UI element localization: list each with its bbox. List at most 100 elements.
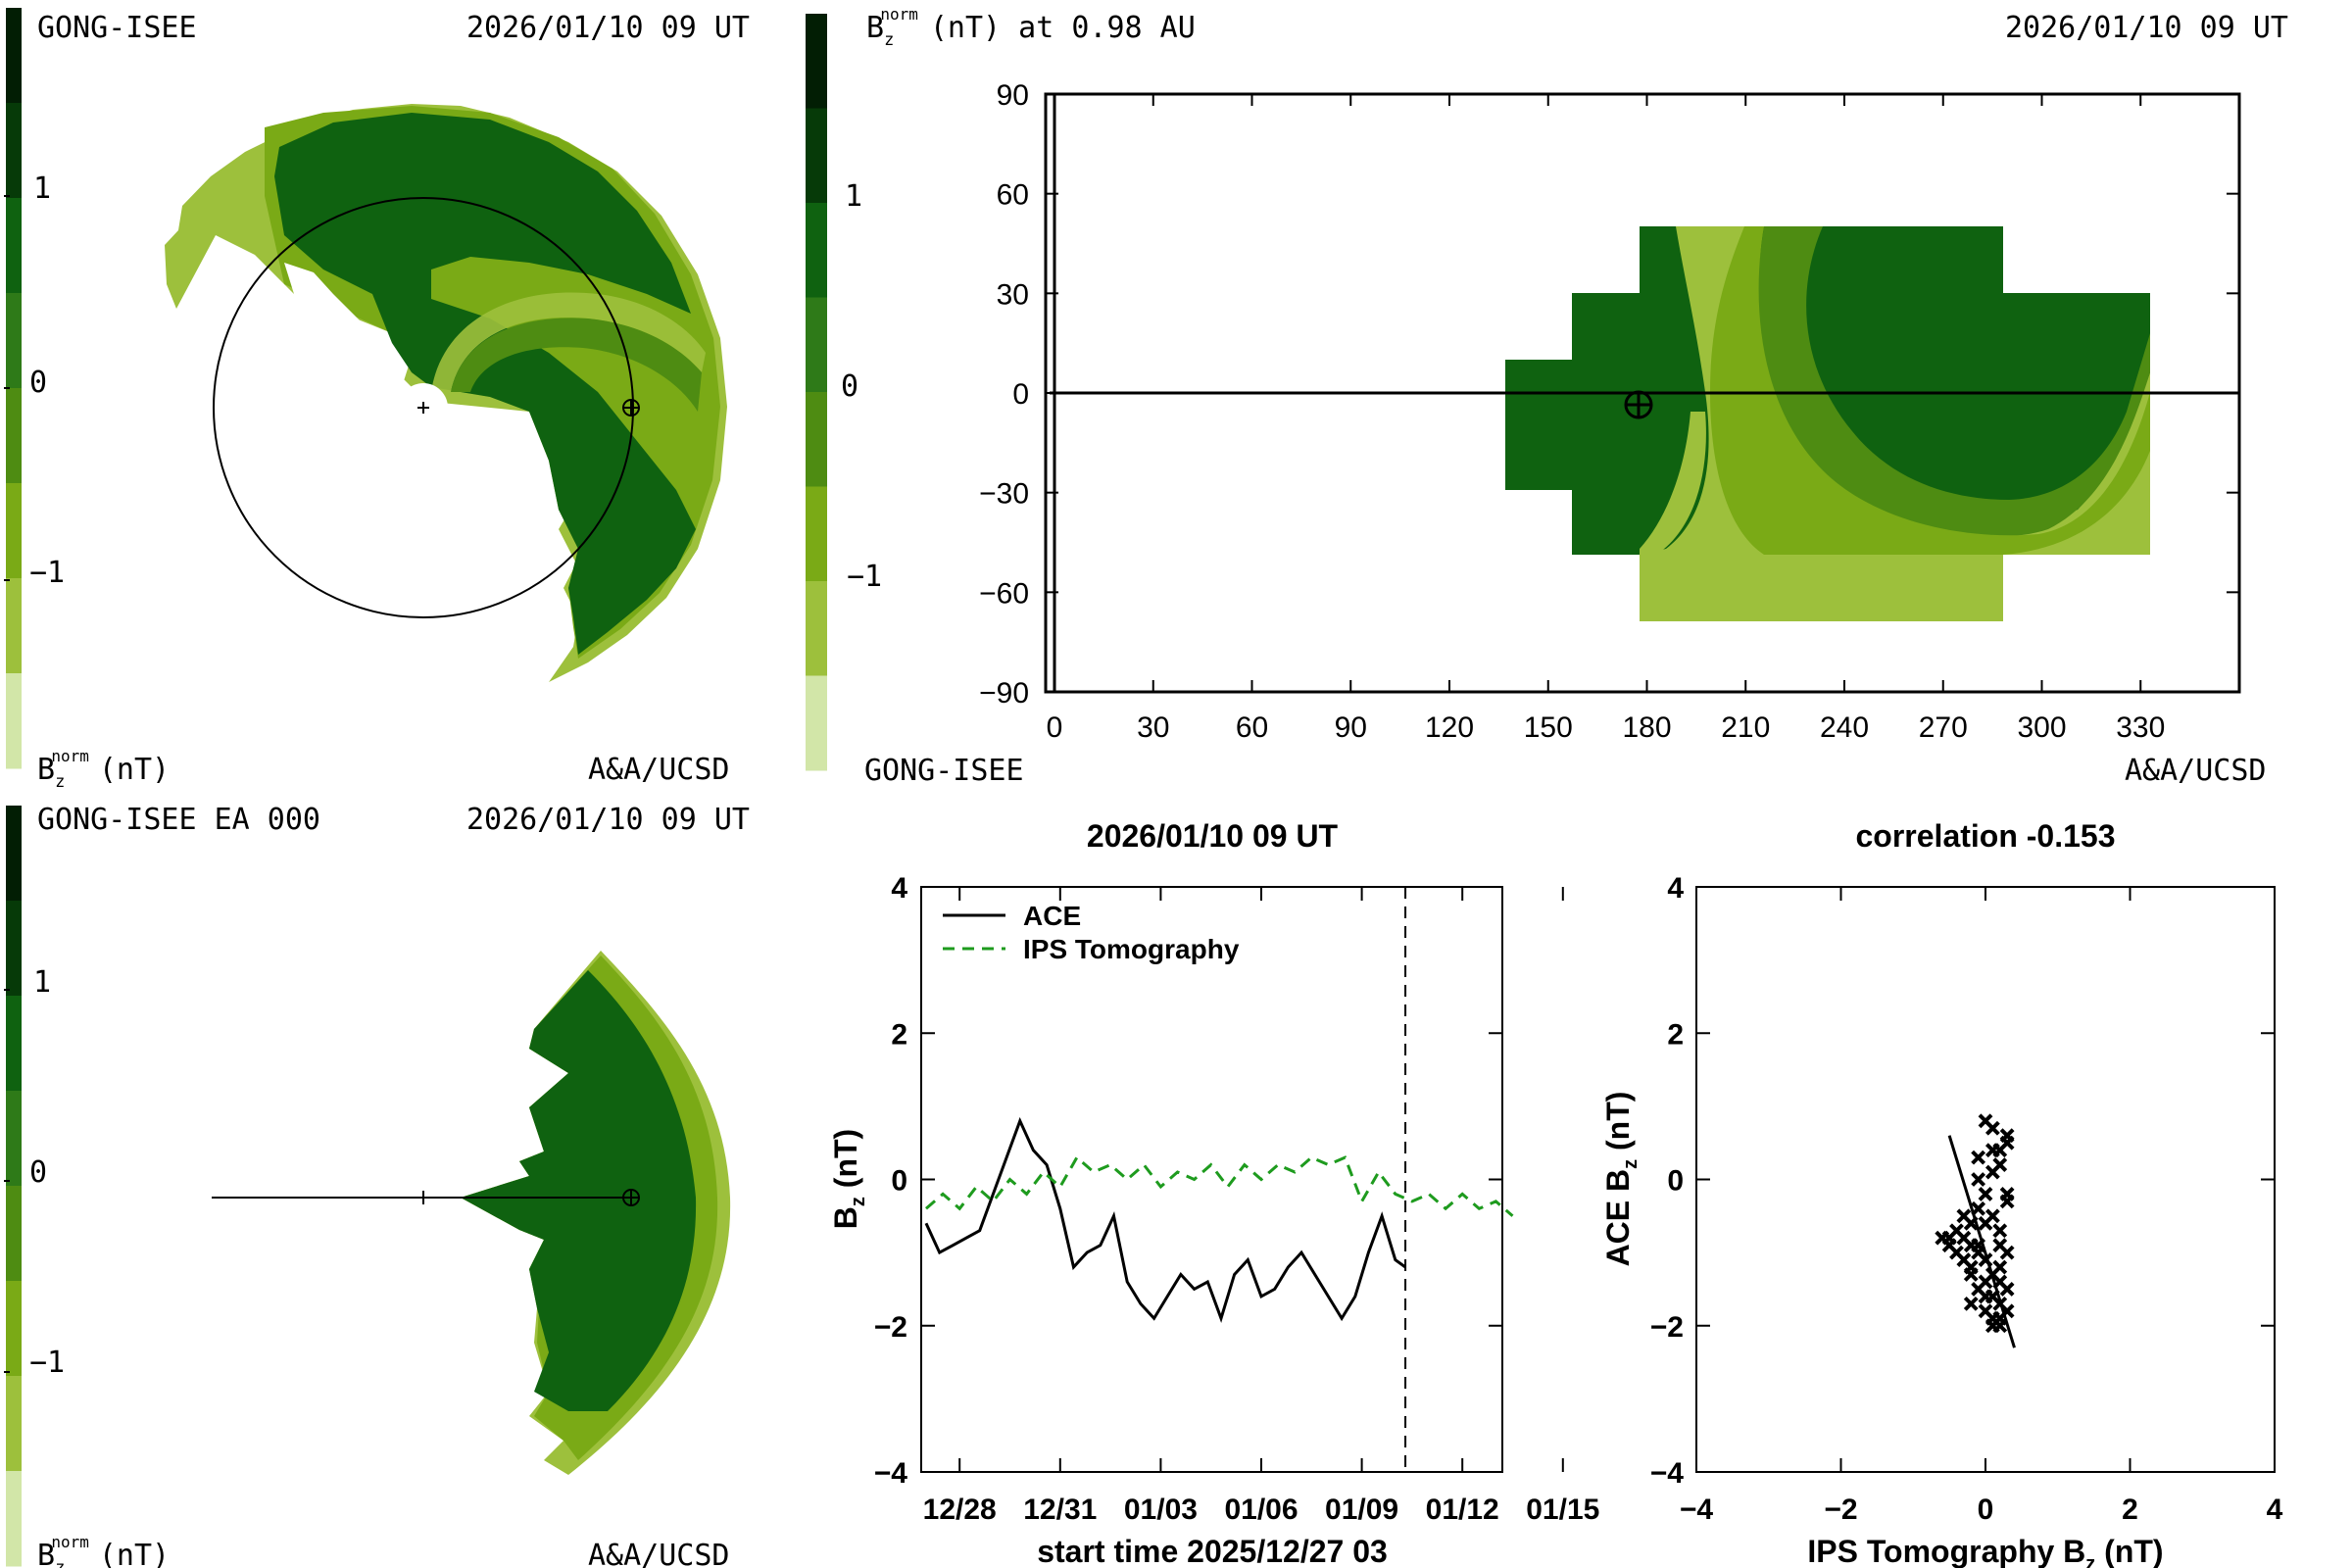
earth-marker-map — [1624, 390, 1653, 419]
bottom-left-panel: GONG-ISEE EA 000 2026/01/10 09 UT 1 0 −1… — [4, 803, 750, 1568]
sun-marker — [417, 402, 429, 414]
scatter-point-stroke — [1941, 1238, 1957, 1253]
colorbar-swatch — [6, 673, 22, 769]
scatter-point-stroke — [1963, 1267, 1979, 1282]
latlon-y-tick-label: 0 — [1012, 378, 1029, 411]
scatter-point-stroke — [1956, 1252, 1972, 1268]
scatter-point-stroke — [1999, 1245, 2015, 1260]
timeseries-title: 2026/01/10 09 UT — [1087, 818, 1339, 854]
scatter-point — [1999, 1135, 2015, 1151]
scatter-point — [1978, 1215, 1993, 1231]
bottom-left-time: 2026/01/10 09 UT — [466, 803, 750, 837]
scatter-point — [1992, 1318, 2008, 1334]
timeseries-y-tick-labels: 4 2 0 −2 −4 — [874, 872, 908, 1490]
scatter-point — [1963, 1296, 1979, 1311]
colorbar-swatch — [6, 1281, 22, 1377]
scatter-point-stroke — [1978, 1113, 1993, 1129]
scatter-point-stroke — [1978, 1303, 1993, 1319]
scatter-point — [1956, 1208, 1972, 1224]
scatter-point — [1984, 1143, 2000, 1158]
latlon-x-tick-label: 150 — [1524, 711, 1573, 744]
scatter-point-stroke — [1971, 1172, 1986, 1187]
earth-marker-top — [622, 399, 640, 416]
latlon-x-tick-label: 240 — [1820, 711, 1869, 744]
ts-y-tick-label: 0 — [891, 1165, 907, 1198]
scatter-panel: correlation -0.153 IPS Tomography Bz (nT… — [1600, 818, 2283, 1568]
colorbar-label-bl: Bznorm (nT) — [37, 1533, 170, 1568]
ts-y-tick-label: 2 — [891, 1018, 907, 1051]
latlon-y-tick-label: −30 — [979, 478, 1029, 511]
latlon-y-tick-labels: 90 60 30 0 −30 −60 −90 — [979, 79, 1029, 710]
top-right-source: GONG-ISEE — [864, 754, 1024, 788]
latlon-x-tick-label: 210 — [1721, 711, 1770, 744]
latlon-y-tick-label: 60 — [997, 179, 1029, 212]
scatter-point-stroke — [1956, 1208, 1972, 1224]
scatter-point-stroke — [1984, 1120, 2000, 1136]
cb2-tick-zero: 0 — [841, 369, 858, 404]
scatter-point — [1999, 1245, 2015, 1260]
timeseries-legend: ACE IPS Tomography — [943, 901, 1240, 964]
ecl-region-dark — [461, 970, 697, 1411]
colorbar-swatch — [6, 293, 22, 389]
latlon-y-tick-label: 90 — [997, 79, 1029, 112]
colorbar-swatch — [6, 1091, 22, 1187]
colorbar-swatch — [6, 103, 22, 199]
colorbar-swatch — [806, 297, 827, 393]
scatter-point-stroke — [1978, 1187, 1993, 1201]
tick-dashes-tl — [4, 195, 10, 581]
scatter-point-stroke — [1971, 1150, 1986, 1165]
colorbar-swatch — [6, 806, 22, 902]
scatter-point — [1963, 1267, 1979, 1282]
legend-ips-label: IPS Tomography — [1023, 934, 1240, 964]
ts-x-tick-label: 01/15 — [1526, 1494, 1599, 1526]
scatter-point — [1978, 1187, 1993, 1201]
scatter-point-stroke — [1992, 1259, 2008, 1275]
scatter-point-stroke — [1999, 1282, 2015, 1297]
colorbar-swatch — [6, 1471, 22, 1567]
timeseries-ylabel: Bz (nT) — [828, 1129, 869, 1229]
latlon-x-tick-label: 120 — [1425, 711, 1474, 744]
scatter-points — [1935, 1113, 2015, 1334]
scatter-point — [1935, 1230, 1950, 1246]
scatter-point-stroke — [1935, 1230, 1950, 1246]
latlon-ticks — [1046, 93, 2239, 693]
scatter-point-stroke — [1971, 1282, 1986, 1297]
scatter-point-stroke — [1999, 1187, 2015, 1201]
scatter-point — [1999, 1187, 2015, 1201]
scatter-point-stroke — [1956, 1230, 1972, 1246]
scatter-ylabel: ACE Bz (nT) — [1600, 1092, 1642, 1267]
timeseries-panel: 2026/01/10 09 UT start time 2025/12/27 0… — [828, 818, 1599, 1568]
latlon-x-tick-label: 0 — [1047, 711, 1063, 744]
scatter-point-stroke — [1949, 1245, 1964, 1260]
latlon-axes: 0 30 60 90 120 150 180 210 240 270 300 330 9060300−… — [979, 79, 2241, 744]
polar-map-top — [165, 104, 727, 682]
polar-empty-wedge — [284, 263, 421, 400]
colorbar-label-tl: Bznorm (nT) — [37, 747, 170, 792]
scatter-point-stroke — [1978, 1289, 1993, 1304]
timeseries-series — [924, 1116, 1514, 1324]
ts-x-tick-label: 01/03 — [1124, 1494, 1198, 1526]
top-right-title: Bznorm (nT) at 0.98 AU — [866, 5, 1196, 50]
top-right-panel: Bznorm (nT) at 0.98 AU 2026/01/10 09 UT 1… — [806, 5, 2288, 788]
latlon-x-tick-labels: 0 30 60 90 120 150 180 210 240 270 300 330 — [1047, 711, 2166, 744]
colorbar-swatch — [806, 392, 827, 487]
scatter-point-stroke — [1992, 1238, 2008, 1253]
scatter-point — [1978, 1113, 1993, 1129]
tick-dashes-bl — [4, 989, 10, 1373]
cb3-tick-neg1: −1 — [29, 1346, 65, 1380]
colorbar-swatch — [806, 581, 827, 676]
scatter-point-stroke — [1978, 1252, 1993, 1268]
latlon-x-tick-label: 270 — [1919, 711, 1968, 744]
latlon-green-band — [1710, 226, 2150, 555]
scatter-point-stroke — [1978, 1215, 1993, 1231]
cb3-tick-zero: 0 — [29, 1155, 47, 1190]
scatter-point — [1992, 1259, 2008, 1275]
scatter-title: correlation -0.153 — [1856, 818, 2116, 854]
ts-y-tick-label: −4 — [874, 1457, 908, 1490]
latlon-map — [1505, 226, 2150, 621]
colorbar-top-right — [806, 14, 827, 771]
bottom-left-source: GONG-ISEE EA 000 — [37, 803, 320, 837]
scatter-frame — [1695, 886, 2276, 1473]
scatter-point-stroke — [1992, 1318, 2008, 1334]
